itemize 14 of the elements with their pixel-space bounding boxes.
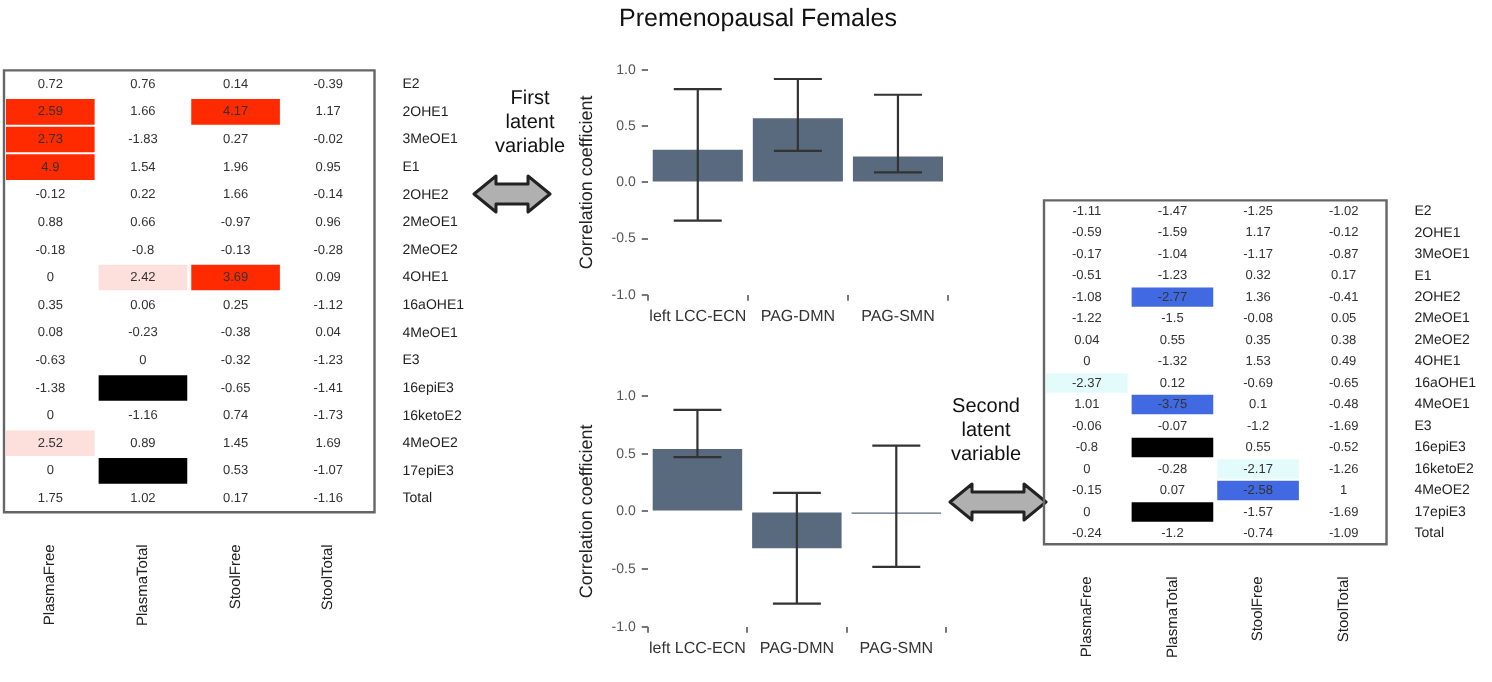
x-tick-label: PAG-DMN bbox=[760, 306, 836, 325]
text: First latent variable bbox=[494, 87, 566, 158]
x-tick-label: left LCC-ECN bbox=[649, 306, 747, 325]
chart-title: Premenopausal Females bbox=[619, 3, 897, 32]
x-tick-label: PAG-SMN bbox=[859, 638, 934, 657]
y-axis-title: Correlation coefficient bbox=[575, 94, 596, 270]
x-tick-label: PAG-SMN bbox=[861, 306, 936, 325]
bar bbox=[652, 149, 743, 182]
text: Second latent variable bbox=[950, 395, 1022, 466]
x-tick-label: PAG-DMN bbox=[759, 638, 835, 657]
bar bbox=[752, 118, 843, 182]
bar bbox=[852, 156, 943, 182]
y-axis-title: Correlation coefficient bbox=[575, 423, 596, 599]
x-tick-label: left LCC-ECN bbox=[648, 638, 747, 657]
